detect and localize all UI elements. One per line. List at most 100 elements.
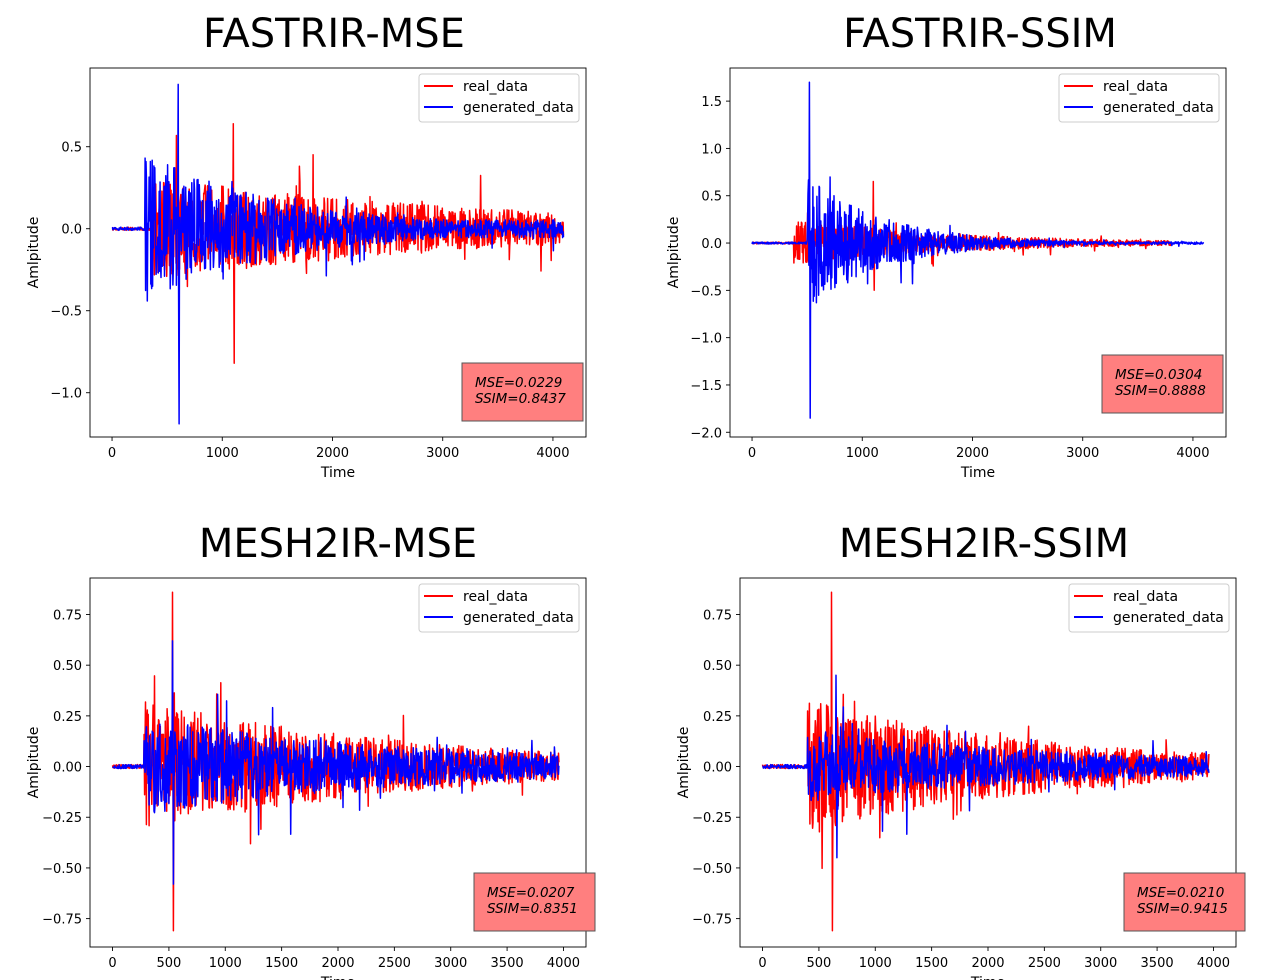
metrics-box-bg (473, 872, 596, 932)
series-line-generated_data (751, 81, 1205, 419)
chart-title: FASTRIR-SSIM (843, 11, 1117, 57)
x-axis-label: Time (320, 465, 355, 481)
x-tick-label: 2000 (321, 956, 354, 971)
legend-label-generated_data: generated_data (1113, 610, 1224, 626)
chart-title: FASTRIR-MSE (203, 11, 465, 57)
series-line-generated_data (111, 83, 565, 425)
mse-value: MSE=0.0229 (475, 375, 562, 391)
y-tick-label: 1.5 (701, 95, 722, 110)
series-line-generated_data (762, 674, 1210, 859)
x-tick-label: 4000 (536, 446, 569, 461)
y-tick-label: 0.0 (61, 223, 82, 238)
chart-title: MESH2IR-SSIM (839, 521, 1129, 567)
x-tick-label: 3000 (1084, 956, 1117, 971)
chart-panel-3: MESH2IR-MSE 0 500 1000 1500 2000 2500 3000 3500 4… (26, 521, 596, 980)
x-tick-label: 2500 (1028, 956, 1061, 971)
metrics-box-bg (1123, 872, 1246, 932)
y-tick-label: −1.0 (50, 387, 82, 402)
legend-label-real_data: real_data (463, 589, 528, 605)
mse-value: MSE=0.0207 (487, 885, 575, 901)
y-tick-label: 0.5 (61, 141, 82, 156)
x-tick-label: 1500 (915, 956, 948, 971)
chart-panel-1: FASTRIR-MSE 0 1000 2000 3000 4000 −1.0 −0.5 0.0 0… (26, 11, 587, 481)
y-tick-label: −0.5 (690, 284, 722, 299)
legend-box (418, 583, 580, 633)
y-axis-label: Amlpitude (676, 727, 692, 799)
x-axis-label: Time (320, 975, 355, 980)
y-tick-label: 0.50 (53, 659, 82, 674)
y-tick-label: −2.0 (690, 426, 722, 441)
axes-frame (729, 67, 1227, 438)
legend-box (418, 73, 580, 123)
x-tick-label: 0 (758, 956, 766, 971)
legend-label-generated_data: generated_data (1103, 100, 1214, 116)
x-tick-label: 4000 (547, 956, 580, 971)
y-tick-label: 0.50 (703, 659, 732, 674)
legend: real_data generated_data (1068, 583, 1230, 633)
x-tick-label: 3000 (426, 446, 459, 461)
y-tick-label: −0.25 (692, 811, 732, 826)
y-tick-label: 0.75 (53, 608, 82, 623)
ssim-value: SSIM=0.8437 (475, 391, 566, 407)
x-tick-label: 4000 (1176, 446, 1209, 461)
x-tick-label: 1000 (206, 446, 239, 461)
x-tick-label: 3500 (491, 956, 524, 971)
legend-box (1068, 583, 1230, 633)
chart-panel-4: MESH2IR-SSIM 0 500 1000 1500 2000 2500 3000 3500… (676, 521, 1246, 980)
y-tick-label: 1.0 (701, 142, 722, 157)
x-tick-label: 0 (748, 446, 756, 461)
x-tick-label: 500 (806, 956, 831, 971)
y-tick-label: −1.5 (690, 379, 722, 394)
series-line-real_data (751, 180, 1172, 292)
x-tick-label: 1000 (209, 956, 242, 971)
ssim-value: SSIM=0.9415 (1137, 901, 1228, 917)
y-tick-label: −0.50 (42, 862, 82, 877)
legend: real_data generated_data (1058, 73, 1220, 123)
mse-value: MSE=0.0304 (1115, 367, 1202, 383)
x-tick-label: 2000 (971, 956, 1004, 971)
y-tick-label: 0.25 (703, 710, 732, 725)
x-axis-label: Time (970, 975, 1005, 980)
y-tick-label: 0.75 (703, 608, 732, 623)
chart-panel-2: FASTRIR-SSIM 0 1000 2000 3000 4000 −2.0 −1.5 −1.… (666, 11, 1227, 481)
ssim-value: SSIM=0.8351 (487, 901, 578, 917)
legend-label-generated_data: generated_data (463, 610, 574, 626)
axes-frame (89, 67, 587, 438)
x-tick-label: 2000 (316, 446, 349, 461)
x-tick-label: 0 (108, 956, 116, 971)
y-tick-label: −0.25 (42, 811, 82, 826)
x-tick-label: 4000 (1197, 956, 1230, 971)
y-tick-label: 0.25 (53, 710, 82, 725)
x-tick-label: 3000 (434, 956, 467, 971)
x-tick-label: 0 (108, 446, 116, 461)
x-tick-label: 3000 (1066, 446, 1099, 461)
ssim-value: SSIM=0.8888 (1115, 383, 1206, 399)
legend-label-real_data: real_data (1103, 79, 1168, 95)
legend-label-generated_data: generated_data (463, 100, 574, 116)
legend: real_data generated_data (418, 73, 580, 123)
metrics-box-bg (461, 362, 584, 422)
legend-label-real_data: real_data (1113, 589, 1178, 605)
y-tick-label: −0.75 (692, 913, 732, 928)
x-axis-label: Time (960, 465, 995, 481)
legend: real_data generated_data (418, 583, 580, 633)
y-tick-label: −1.0 (690, 332, 722, 347)
y-tick-label: −0.75 (42, 913, 82, 928)
y-axis-label: Amlpitude (666, 217, 682, 289)
chart-title: MESH2IR-MSE (199, 521, 477, 567)
y-tick-label: 0.0 (701, 237, 722, 252)
y-tick-label: −0.5 (50, 305, 82, 320)
y-tick-label: 0.00 (53, 761, 82, 776)
y-axis-label: Amlpitude (26, 217, 42, 289)
y-axis-label: Amlpitude (26, 727, 42, 799)
x-tick-label: 2000 (956, 446, 989, 461)
y-tick-label: 0.00 (703, 761, 732, 776)
x-tick-label: 1000 (859, 956, 892, 971)
x-tick-label: 3500 (1141, 956, 1174, 971)
legend-box (1058, 73, 1220, 123)
metrics-box-bg (1101, 354, 1224, 414)
